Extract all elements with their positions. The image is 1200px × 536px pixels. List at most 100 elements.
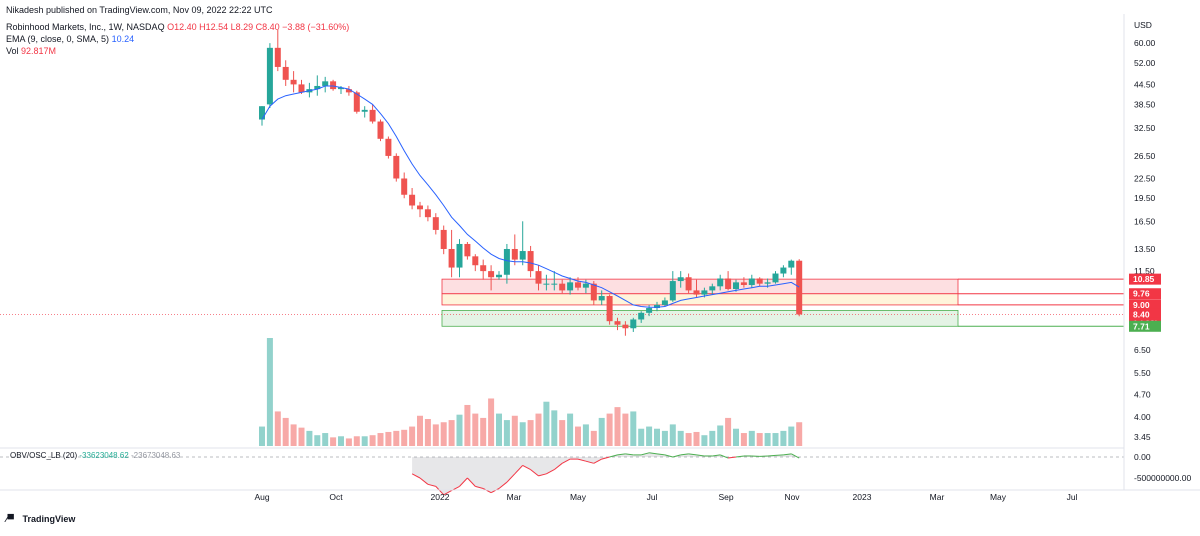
time-tick-label: Mar bbox=[930, 492, 945, 502]
volume-bar bbox=[615, 407, 621, 446]
volume-bar bbox=[299, 428, 305, 446]
price-tick-label: 22.50 bbox=[1134, 173, 1156, 183]
candle-body bbox=[275, 48, 281, 67]
obv-legend[interactable]: OBV/OSC_LB (20) -33623048.62 -23673048.6… bbox=[10, 451, 180, 460]
volume-bar bbox=[362, 436, 368, 446]
candle-body bbox=[433, 217, 439, 230]
candle-body bbox=[504, 249, 510, 275]
candle-body bbox=[765, 282, 771, 283]
volume-bar bbox=[694, 432, 700, 446]
price-label-text: 7.71 bbox=[1133, 321, 1150, 331]
vol-label: Vol bbox=[6, 46, 19, 56]
candle-body bbox=[449, 249, 455, 268]
price-tick-label: 60.00 bbox=[1134, 38, 1156, 48]
volume-bar bbox=[591, 431, 597, 446]
price-tick-label: 13.50 bbox=[1134, 244, 1156, 254]
currency-label: USD bbox=[1134, 20, 1152, 30]
time-tick-label: Jul bbox=[647, 492, 658, 502]
ema-label: EMA (9, close, 0, SMA, 5) bbox=[6, 34, 109, 44]
candle-body bbox=[709, 286, 715, 290]
ohlc-values: O12.40 H12.54 L8.29 C8.40 −3.88 (−31.60%… bbox=[167, 22, 349, 32]
volume-bar bbox=[678, 431, 684, 446]
volume-bar bbox=[338, 436, 344, 446]
candle-body bbox=[599, 296, 605, 300]
candle-body bbox=[457, 244, 463, 268]
volume-bar bbox=[385, 432, 391, 446]
price-label-text: 10.85 bbox=[1133, 274, 1155, 284]
price-tick-label: 5.50 bbox=[1134, 368, 1151, 378]
vol-value: 92.817M bbox=[21, 46, 56, 56]
candle-body bbox=[488, 271, 494, 277]
candle-body bbox=[330, 81, 336, 89]
volume-bar bbox=[275, 411, 281, 446]
tradingview-footer[interactable]: ⁄▀ TradingView bbox=[6, 514, 75, 524]
publisher-text: Nikadesh published on TradingView.com, N… bbox=[6, 5, 273, 15]
volume-bar bbox=[796, 422, 802, 446]
candle-body bbox=[638, 313, 644, 320]
candle-body bbox=[480, 265, 486, 271]
candle-body bbox=[551, 284, 557, 285]
price-labels: 10.859.769.008.401d 23h7.71 bbox=[1129, 274, 1161, 332]
volume-bar bbox=[583, 424, 589, 446]
volume-bar bbox=[646, 427, 652, 446]
vol-legend[interactable]: Vol 92.817M bbox=[6, 45, 56, 57]
candle-body bbox=[749, 279, 755, 285]
candle-body bbox=[259, 106, 265, 119]
volume-bar bbox=[291, 424, 297, 446]
volume-bar bbox=[504, 420, 510, 446]
volume-bar bbox=[354, 436, 360, 446]
candle-body bbox=[733, 282, 739, 289]
volume-bar bbox=[401, 430, 407, 446]
volume-bar bbox=[393, 431, 399, 446]
time-tick-label: Oct bbox=[329, 492, 343, 502]
candle-body bbox=[583, 284, 589, 288]
candle-body bbox=[291, 80, 297, 85]
candle-body bbox=[741, 282, 747, 285]
candle-body bbox=[496, 275, 502, 277]
time-tick-label: 2022 bbox=[431, 492, 450, 502]
volume-bar bbox=[607, 414, 613, 446]
volume-bar bbox=[267, 338, 273, 446]
candle-body bbox=[694, 290, 700, 294]
volume-bar bbox=[528, 420, 534, 446]
candle-body bbox=[575, 282, 581, 287]
price-tick-label: 52.00 bbox=[1134, 58, 1156, 68]
volume-bar bbox=[449, 420, 455, 446]
candle-body bbox=[686, 277, 692, 290]
candle-body bbox=[757, 279, 763, 284]
volume-bar bbox=[662, 431, 668, 446]
volume-bar bbox=[536, 414, 542, 446]
volume-bar bbox=[370, 435, 376, 446]
candle-body bbox=[401, 178, 407, 194]
publisher-line: Nikadesh published on TradingView.com, N… bbox=[6, 4, 273, 16]
candle-body bbox=[607, 296, 613, 321]
volume-bar bbox=[686, 433, 692, 446]
candle-body bbox=[622, 325, 628, 329]
volume-bar bbox=[259, 427, 265, 446]
obv-label: OBV/OSC_LB (20) bbox=[10, 451, 77, 460]
candle-body bbox=[267, 48, 273, 105]
candle-body bbox=[528, 251, 534, 271]
candle-body bbox=[780, 268, 786, 274]
candle-body bbox=[370, 110, 376, 122]
time-tick-label: Mar bbox=[507, 492, 522, 502]
candle-body bbox=[717, 279, 723, 287]
volume-bar bbox=[551, 410, 557, 446]
price-tick-label: 3.45 bbox=[1134, 432, 1151, 442]
support-zone bbox=[442, 310, 958, 326]
candle-body bbox=[630, 319, 636, 328]
candle-body bbox=[796, 261, 802, 315]
obv-tick-label: -500000000.00 bbox=[1134, 473, 1191, 483]
volume-bar bbox=[457, 415, 463, 446]
ema-legend[interactable]: EMA (9, close, 0, SMA, 5) 10.24 bbox=[6, 33, 134, 45]
price-tick-label: 19.50 bbox=[1134, 193, 1156, 203]
volume-bar bbox=[559, 420, 565, 446]
candle-body bbox=[701, 290, 707, 294]
symbol-line: Robinhood Markets, Inc., 1W, NASDAQ O12.… bbox=[6, 21, 349, 33]
candle-body bbox=[543, 284, 549, 285]
obv-signal-value: -23673048.63 bbox=[131, 451, 180, 460]
volume-bar bbox=[567, 414, 573, 446]
candle-body bbox=[536, 271, 542, 284]
volume-bar bbox=[575, 427, 581, 446]
volume-bar bbox=[425, 419, 431, 446]
